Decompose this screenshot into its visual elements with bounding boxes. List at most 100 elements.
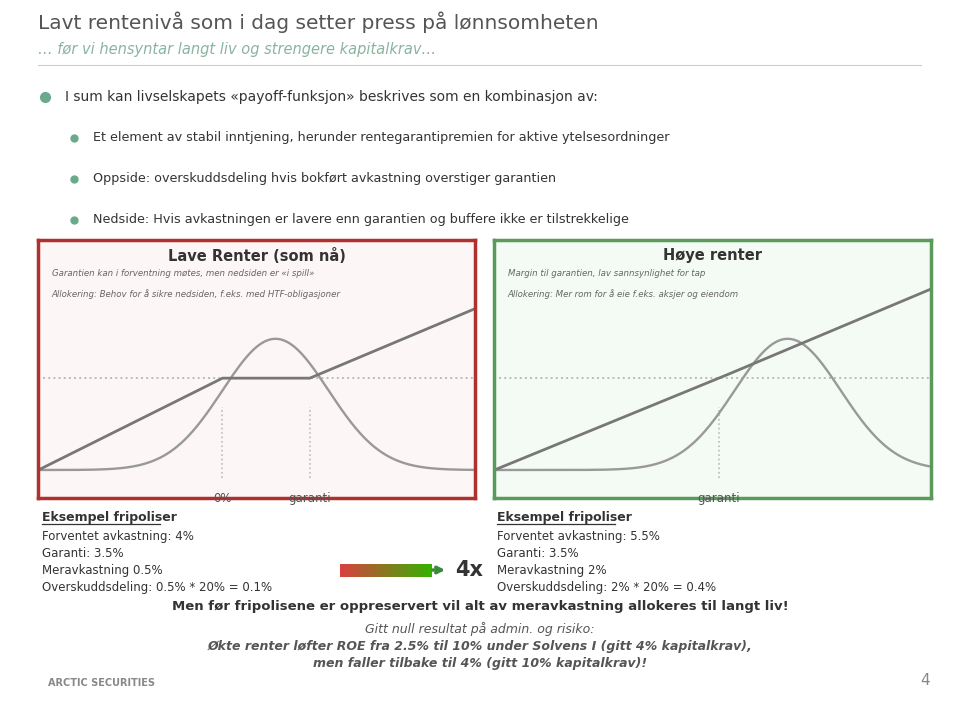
Text: 4: 4 — [921, 673, 930, 688]
Bar — [377, 563, 378, 576]
Text: Allokering: Behov for å sikre nedsiden, f.eks. med HTF-obligasjoner: Allokering: Behov for å sikre nedsiden, … — [52, 289, 341, 299]
Bar — [399, 563, 400, 576]
Bar — [388, 563, 389, 576]
Bar — [363, 563, 364, 576]
Bar — [401, 563, 402, 576]
Text: Lave Renter (som nå): Lave Renter (som nå) — [168, 248, 346, 264]
Bar — [357, 563, 358, 576]
Text: Gitt null resultat på admin. og risiko:: Gitt null resultat på admin. og risiko: — [365, 622, 595, 636]
Bar — [421, 563, 422, 576]
Bar — [398, 563, 399, 576]
Text: Høye renter: Høye renter — [663, 248, 762, 263]
Bar — [341, 563, 342, 576]
Bar — [393, 563, 395, 576]
Bar — [344, 563, 346, 576]
Bar — [427, 563, 428, 576]
Bar — [359, 563, 360, 576]
Bar — [372, 563, 373, 576]
Bar — [380, 563, 381, 576]
Text: Overskuddsdeling: 2% * 20% = 0.4%: Overskuddsdeling: 2% * 20% = 0.4% — [497, 581, 716, 594]
Bar — [394, 563, 396, 576]
Bar — [340, 563, 341, 576]
Bar — [345, 563, 347, 576]
Text: ARCTIC SECURITIES: ARCTIC SECURITIES — [48, 678, 155, 688]
Bar — [343, 563, 345, 576]
Bar — [411, 563, 412, 576]
Bar — [358, 563, 359, 576]
Bar — [365, 563, 366, 576]
Text: Allokering: Mer rom for å eie f.eks. aksjer og eiendom: Allokering: Mer rom for å eie f.eks. aks… — [508, 289, 738, 299]
Text: Oppside: overskuddsdeling hvis bokført avkastning overstiger garantien: Oppside: overskuddsdeling hvis bokført a… — [93, 172, 556, 185]
Text: Eksempel fripoliser: Eksempel fripoliser — [497, 511, 632, 524]
Bar — [428, 563, 429, 576]
Bar — [360, 563, 361, 576]
Bar — [400, 563, 401, 576]
Bar — [397, 563, 398, 576]
Bar — [410, 563, 411, 576]
Bar — [403, 563, 404, 576]
Text: Lavt rentenivå som i dag setter press på lønnsomheten: Lavt rentenivå som i dag setter press på… — [38, 12, 599, 33]
Text: Men før fripolisene er oppreservert vil alt av meravkastning allokeres til langt: Men før fripolisene er oppreservert vil … — [172, 600, 788, 613]
Bar — [391, 563, 393, 576]
Bar — [412, 563, 413, 576]
Bar — [423, 563, 424, 576]
Bar — [404, 563, 405, 576]
Bar — [374, 563, 375, 576]
Bar — [415, 563, 417, 576]
Bar — [417, 563, 419, 576]
Bar — [424, 563, 425, 576]
Bar — [369, 563, 371, 576]
Bar — [409, 563, 410, 576]
Text: … før vi hensyntar langt liv og strengere kapitalkrav…: … før vi hensyntar langt liv og strenger… — [38, 42, 437, 57]
Bar — [407, 563, 408, 576]
Text: Nedside: Hvis avkastningen er lavere enn garantien og buffere ikke er tilstrekke: Nedside: Hvis avkastningen er lavere enn… — [93, 213, 629, 226]
Bar — [346, 563, 348, 576]
Text: Eksempel fripoliser: Eksempel fripoliser — [42, 511, 177, 524]
Text: Forventet avkastning: 5.5%: Forventet avkastning: 5.5% — [497, 530, 660, 543]
Text: I sum kan livselskapets «payoff-funksjon» beskrives som en kombinasjon av:: I sum kan livselskapets «payoff-funksjon… — [65, 90, 598, 103]
Text: Meravkastning 2%: Meravkastning 2% — [497, 564, 607, 577]
Bar — [342, 563, 344, 576]
Bar — [387, 563, 388, 576]
Bar — [368, 563, 370, 576]
Bar — [375, 563, 376, 576]
Bar — [390, 563, 392, 576]
Bar — [384, 563, 385, 576]
Text: Et element av stabil inntjening, herunder rentegarantipremien for aktive ytelses: Et element av stabil inntjening, herunde… — [93, 131, 670, 144]
Bar — [418, 563, 420, 576]
Text: Garanti: 3.5%: Garanti: 3.5% — [497, 547, 579, 560]
Bar — [386, 563, 387, 576]
Bar — [414, 563, 415, 576]
Bar — [352, 563, 353, 576]
Bar — [351, 563, 352, 576]
Bar — [385, 563, 386, 576]
Bar — [347, 563, 348, 576]
Bar — [361, 563, 362, 576]
Bar — [405, 563, 406, 576]
Bar — [349, 563, 350, 576]
Bar — [419, 563, 420, 576]
Text: garanti: garanti — [289, 492, 331, 505]
Bar — [408, 563, 409, 576]
Bar — [413, 563, 414, 576]
Text: men faller tilbake til 4% (gitt 10% kapitalkrav)!: men faller tilbake til 4% (gitt 10% kapi… — [313, 657, 647, 670]
Bar — [348, 563, 349, 576]
Text: Overskuddsdeling: 0.5% * 20% = 0.1%: Overskuddsdeling: 0.5% * 20% = 0.1% — [42, 581, 272, 594]
Bar — [379, 563, 380, 576]
Bar — [350, 563, 351, 576]
Bar — [396, 563, 397, 576]
Bar — [370, 563, 372, 576]
Bar — [371, 563, 372, 576]
Bar — [381, 563, 382, 576]
Text: Garanti: 3.5%: Garanti: 3.5% — [42, 547, 124, 560]
Text: Meravkastning 0.5%: Meravkastning 0.5% — [42, 564, 162, 577]
Bar — [367, 563, 369, 576]
Bar — [431, 563, 432, 576]
Bar — [382, 563, 383, 576]
Bar — [355, 563, 356, 576]
Bar — [354, 563, 355, 576]
Bar — [406, 563, 407, 576]
Bar — [430, 563, 431, 576]
Bar — [378, 563, 379, 576]
Text: Garantien kan i forventning møtes, men nedsiden er «i spill»: Garantien kan i forventning møtes, men n… — [52, 269, 314, 278]
